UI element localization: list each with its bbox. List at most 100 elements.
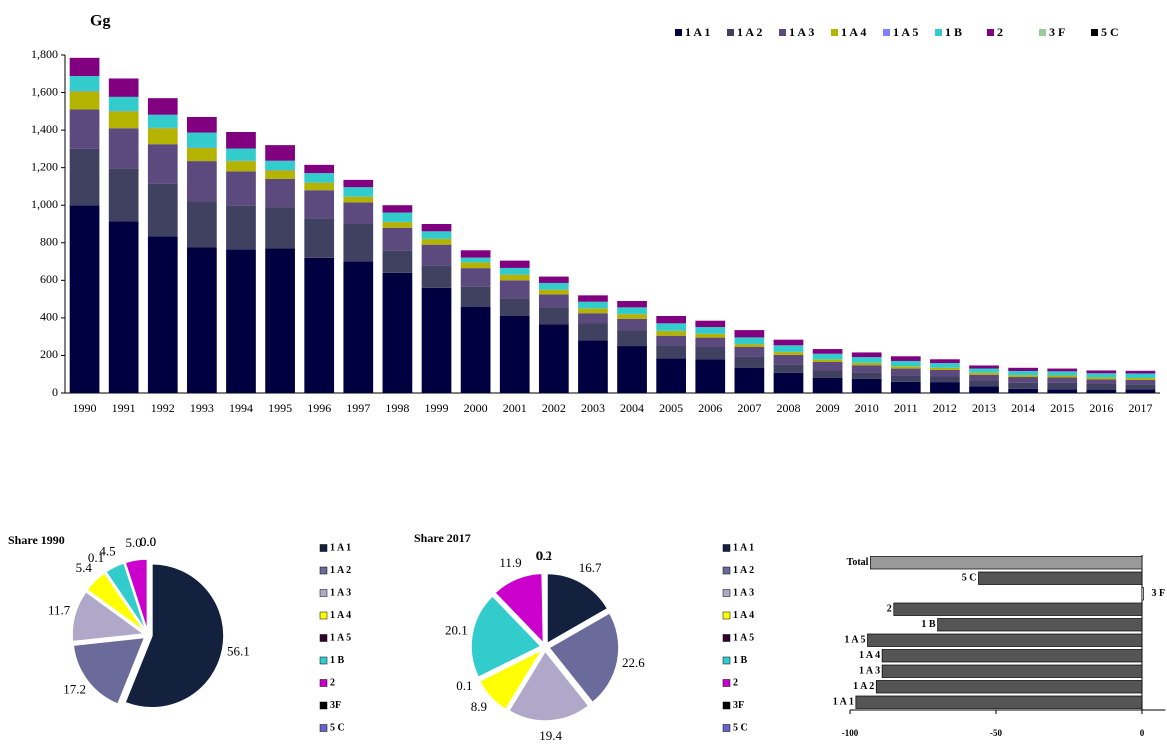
category-label: 1 A 4: [859, 650, 880, 661]
category-label: Total: [847, 557, 869, 568]
x-tick-label: 1997: [346, 401, 370, 415]
bar-segment: [617, 314, 647, 319]
bar-segment: [930, 376, 960, 383]
legend-swatch: [722, 544, 731, 552]
bar-segment: [734, 356, 765, 368]
bar-segment: [108, 168, 139, 222]
bar-segment: [460, 306, 491, 393]
legend-swatch: [987, 29, 994, 36]
bar-segment: [695, 346, 726, 360]
pie-title: Share 1990: [8, 533, 65, 547]
pie-slice: [493, 572, 545, 646]
legend-swatch: [831, 29, 838, 36]
bar-segment: [460, 250, 491, 258]
data-label: 5.0: [125, 535, 141, 550]
x-tick-label: 1990: [73, 401, 97, 415]
legend-label: 1 A 5: [733, 632, 754, 643]
bar-segment: [421, 239, 452, 245]
bar: [855, 695, 1143, 709]
bar-segment: [69, 91, 100, 110]
legend-swatch: [1091, 29, 1098, 36]
legend-swatch: [675, 29, 682, 36]
bar-segment: [1008, 377, 1038, 383]
bar-segment: [969, 374, 999, 381]
legend-label: 1 B: [330, 655, 345, 666]
x-tick-label: 2008: [776, 401, 800, 415]
bar-segment: [226, 148, 256, 161]
bar-segment: [147, 144, 178, 184]
bar-segment: [265, 145, 295, 161]
bar-segment: [617, 300, 647, 308]
bar-segment: [538, 282, 569, 290]
bar-segment: [69, 57, 100, 77]
x-tick-label: 2013: [972, 401, 996, 415]
legend-swatch: [319, 566, 328, 575]
legend-swatch: [727, 29, 734, 36]
bar-segment: [812, 353, 843, 360]
legend-label: 5 C: [330, 722, 345, 733]
bar-segment: [304, 257, 335, 393]
bar-segment: [538, 289, 569, 295]
bar-segment: [304, 190, 335, 219]
category-label: 1 A 5: [844, 635, 865, 646]
x-tick-label: -50: [990, 728, 1002, 738]
x-tick-label: 2016: [1089, 401, 1113, 415]
bar-segment: [773, 339, 804, 346]
bar-segment: [304, 182, 335, 191]
bar-segment: [421, 244, 452, 266]
bar-segment: [147, 128, 178, 145]
bar-segment: [1047, 375, 1078, 378]
legend-label: 1 A 2: [733, 565, 754, 576]
bar-segment: [69, 109, 100, 149]
x-tick-label: 2002: [542, 401, 566, 415]
bar-segment: [578, 301, 608, 309]
bar: [893, 602, 1143, 616]
data-label: 22.6: [622, 655, 645, 670]
bar: [937, 618, 1143, 632]
bar-segment: [108, 96, 139, 111]
bar-segment: [108, 78, 139, 97]
bar-segment: [343, 224, 374, 262]
bar-segment: [226, 131, 256, 149]
x-tick-label: 2012: [933, 401, 957, 415]
bar-segment: [969, 365, 999, 369]
bar-segment: [382, 272, 413, 393]
bar-segment: [578, 295, 608, 302]
bar-segment: [1047, 371, 1078, 376]
x-tick-label: 2000: [464, 401, 488, 415]
legend-swatch: [722, 634, 731, 642]
bar-segment: [1008, 367, 1038, 371]
bar-segment: [734, 344, 765, 347]
bar-segment: [851, 352, 882, 358]
bar-segment: [617, 346, 647, 393]
legend-label: 1 A 1: [330, 542, 351, 553]
bar-segment: [460, 286, 491, 307]
bar-segment: [695, 327, 726, 334]
bar: [875, 680, 1143, 694]
bar-segment: [578, 308, 608, 314]
bar-segment: [421, 265, 452, 288]
legend-swatch: [722, 701, 731, 710]
bar-segment: [265, 160, 295, 171]
bar-segment: [1125, 373, 1156, 378]
bar-segment: [1125, 389, 1156, 393]
bar-segment: [969, 368, 999, 373]
bar-segment: [538, 294, 569, 308]
category-label: 1 A 2: [853, 681, 874, 692]
bar-segment: [773, 352, 804, 355]
legend-label: 5 C: [733, 722, 748, 733]
bar-segment: [930, 363, 960, 368]
bar-segment: [773, 354, 804, 365]
pie-title: Share 2017: [414, 531, 471, 545]
legend-label: 1 B: [945, 25, 962, 39]
x-tick-label: 1999: [425, 401, 449, 415]
bar-segment: [187, 116, 217, 133]
legend-swatch: [722, 589, 731, 597]
category-label: 3 F: [1151, 588, 1165, 599]
legend-label: 1 B: [733, 655, 748, 666]
bar-segment: [851, 362, 882, 366]
chart-title: Gg: [90, 13, 110, 30]
bar-segment: [930, 382, 960, 393]
legend-swatch: [319, 634, 328, 642]
bar-segment: [69, 76, 100, 92]
